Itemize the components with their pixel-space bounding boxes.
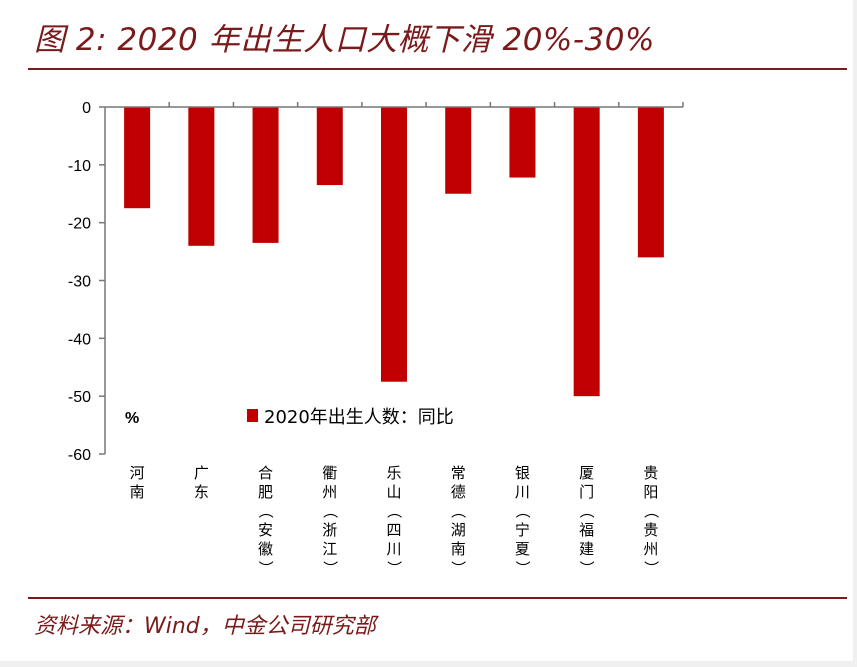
x-axis-labels: 河南广东合肥安徽（）衢州浙江（）乐山四川（）常德湖南（）银川宁夏（）厦门福建（）…	[130, 464, 660, 576]
x-label-char: 江	[322, 540, 337, 558]
x-axis	[105, 102, 684, 108]
x-label-char: 河	[130, 464, 145, 482]
legend-label: 2020年出生人数：同比	[264, 407, 454, 428]
y-tick-label: -10	[68, 158, 91, 175]
x-label-char: 贵	[643, 464, 658, 482]
x-label-char: 衢	[322, 464, 337, 482]
y-tick-label: -60	[68, 447, 91, 464]
x-label-paren: ）	[385, 560, 403, 575]
source-note: 资料来源：Wind，中金公司研究部	[34, 614, 376, 639]
x-label-char: 建	[579, 540, 594, 558]
x-label-char: 福	[579, 521, 594, 539]
x-label-paren: ）	[513, 560, 531, 575]
bar-1	[188, 107, 215, 246]
bar-7	[573, 107, 600, 397]
x-label-8: 贵阳贵州	[643, 464, 658, 558]
bar-5	[445, 107, 472, 194]
bar-3	[316, 107, 343, 186]
x-label-char: 广	[194, 464, 209, 482]
x-label-char: 宁	[515, 521, 530, 539]
x-label-1: 广东	[194, 464, 209, 501]
x-label-2: 合肥安徽	[258, 464, 273, 558]
x-label-char: 阳	[643, 483, 658, 501]
bar-series	[124, 107, 664, 397]
y-tick-label: -50	[68, 389, 91, 406]
x-label-6: 银川宁夏	[515, 464, 530, 558]
source-rule	[28, 597, 847, 599]
x-label-char: 东	[194, 483, 209, 501]
x-label-5: 常德湖南	[451, 464, 466, 558]
title-rule	[28, 68, 847, 70]
y-axis: 0 -10 -20 -30 -40 -50 -60	[68, 100, 106, 464]
x-label-char: 银	[515, 464, 530, 482]
x-label-paren: （	[385, 503, 403, 518]
x-label-char: 川	[515, 483, 530, 501]
x-label-paren: ）	[257, 560, 275, 575]
x-label-paren: （	[513, 503, 531, 518]
x-label-paren: ）	[449, 560, 467, 575]
x-label-char: 合	[258, 464, 273, 482]
x-label-char: 厦	[579, 464, 594, 482]
x-label-char: 山	[386, 483, 401, 501]
x-label-paren: ）	[642, 560, 660, 575]
x-label-char: 德	[451, 483, 466, 501]
x-label-char: 安	[258, 521, 273, 539]
bar-chart: 0-10-20-30-40-50-60 河南广东合肥安徽（）衢州浙江（）乐山四川…	[68, 100, 684, 576]
bar-0	[124, 107, 151, 209]
x-label-paren: ）	[321, 560, 339, 575]
x-label-paren: （	[578, 503, 596, 518]
x-label-char: 川	[386, 540, 401, 558]
x-label-paren: （	[321, 503, 339, 518]
x-label-char: 湖	[451, 521, 466, 539]
x-label-char: 浙	[322, 521, 337, 539]
x-label-paren: ）	[578, 560, 596, 575]
y-tick-label: 0	[82, 100, 91, 117]
unit-label: %	[125, 410, 139, 427]
figure-title: 图 2: 2020 年出生人口大概下滑 20%-30%	[34, 22, 655, 58]
x-label-char: 肥	[258, 483, 273, 501]
x-label-char: 夏	[515, 540, 530, 558]
x-label-char: 乐	[386, 464, 401, 482]
bar-2	[252, 107, 279, 243]
y-tick-label: -20	[68, 216, 91, 233]
x-label-char: 州	[643, 540, 658, 558]
x-label-paren: （	[449, 503, 467, 518]
y-tick-label: -30	[68, 274, 91, 291]
x-label-7: 厦门福建	[579, 464, 594, 558]
x-label-char: 州	[322, 483, 337, 501]
x-label-paren: （	[257, 503, 275, 518]
x-label-char: 贵	[643, 521, 658, 539]
x-label-char: 南	[451, 540, 466, 558]
bar-6	[509, 107, 536, 178]
legend-swatch	[247, 409, 258, 422]
x-label-3: 衢州浙江	[322, 464, 337, 558]
x-label-paren: （	[642, 503, 660, 518]
x-label-char: 四	[386, 521, 401, 539]
bar-4	[381, 107, 407, 382]
x-label-char: 常	[451, 464, 466, 482]
x-label-0: 河南	[130, 464, 145, 501]
x-label-char: 南	[130, 483, 145, 501]
x-label-4: 乐山四川	[386, 464, 401, 558]
legend: 2020年出生人数：同比	[247, 407, 454, 428]
y-tick-label: -40	[68, 331, 91, 348]
bar-8	[637, 107, 664, 258]
x-label-char: 门	[579, 483, 594, 501]
x-label-char: 徽	[258, 540, 273, 558]
